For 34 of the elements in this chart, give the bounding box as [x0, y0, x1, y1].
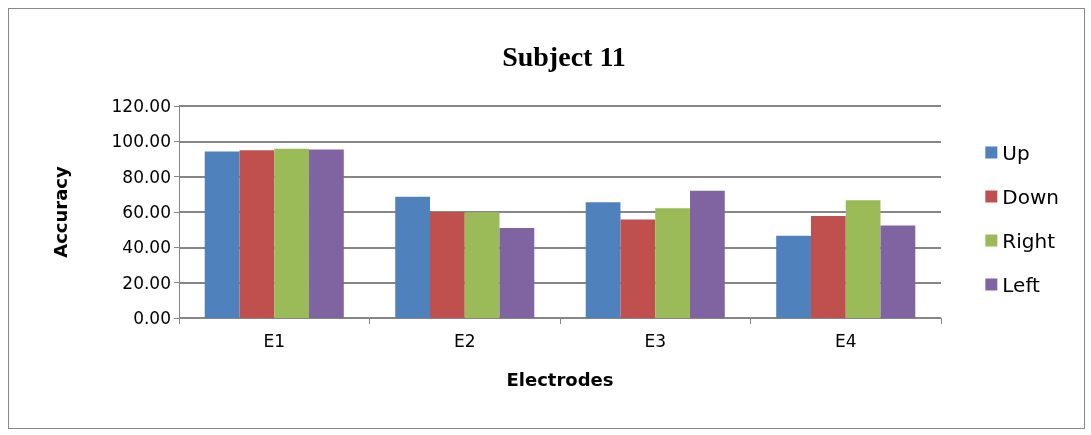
bar: [204, 151, 240, 318]
bar: [620, 219, 656, 318]
bar: [464, 212, 500, 318]
legend-label: Up: [1002, 140, 1030, 165]
bar: [309, 149, 344, 318]
y-tick-label: 40.00: [122, 237, 171, 258]
y-axis-title: Accuracy: [49, 165, 71, 258]
x-tick-label: E3: [644, 330, 667, 351]
y-tick-label: 120.00: [111, 96, 171, 116]
y-tick-label: 60.00: [122, 202, 171, 222]
y-tick-label: 0.00: [133, 308, 171, 328]
legend-label: Down: [1002, 184, 1059, 209]
bar: [499, 228, 535, 318]
bar: [880, 225, 916, 318]
bar: [239, 150, 275, 318]
bar: [776, 235, 811, 318]
legend-label: Right: [1002, 228, 1056, 253]
bar: [274, 148, 310, 318]
x-axis-title: Electrodes: [506, 368, 614, 390]
bar: [810, 216, 846, 318]
bar: [585, 202, 621, 318]
bar: [395, 196, 430, 318]
bar: [690, 190, 725, 318]
y-tick-label: 20.00: [122, 272, 171, 293]
bar: [655, 208, 691, 318]
bar: [429, 212, 465, 318]
x-tick-label: E1: [263, 330, 286, 351]
chart-title: Subject 11: [502, 40, 626, 72]
y-tick-label: 80.00: [122, 166, 171, 187]
x-tick-label: E4: [834, 330, 857, 351]
bar: [845, 200, 881, 318]
y-tick-label: 100.00: [111, 131, 171, 152]
legend-label: Left: [1002, 272, 1041, 297]
x-tick-label: E2: [453, 330, 476, 351]
